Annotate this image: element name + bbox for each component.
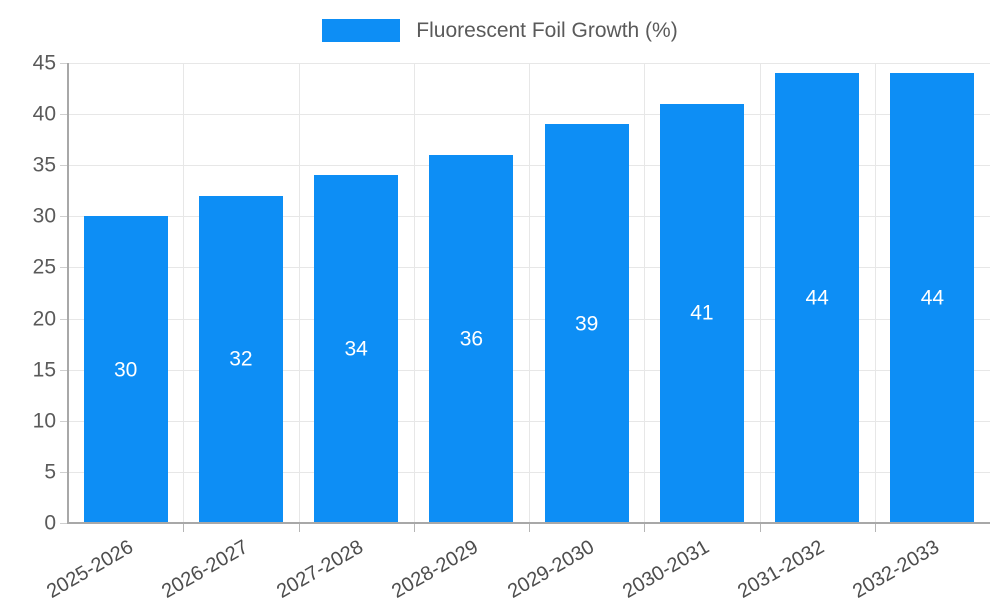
bar[interactable]: 44 xyxy=(890,73,975,523)
bar-slot: 34 xyxy=(299,63,414,523)
bar[interactable]: 44 xyxy=(775,73,860,523)
y-axis-tick-label: 20 xyxy=(32,307,56,331)
bar-slot: 44 xyxy=(760,63,875,523)
gridline-vertical xyxy=(529,63,530,523)
bar[interactable]: 34 xyxy=(314,175,399,523)
y-axis-tick-mark xyxy=(60,63,68,64)
bar[interactable]: 36 xyxy=(429,155,514,523)
legend-color-swatch xyxy=(322,18,401,42)
bar-slot: 44 xyxy=(875,63,990,523)
bar-slot: 32 xyxy=(183,63,298,523)
y-axis-tick-mark xyxy=(60,216,68,218)
y-axis-tick-label: 5 xyxy=(44,460,56,484)
x-axis-tick-mark xyxy=(529,524,530,532)
y-axis-tick-mark xyxy=(60,420,68,422)
y-axis-tick-label: 25 xyxy=(32,255,56,279)
y-axis-tick-label: 35 xyxy=(32,153,56,177)
bar-slot: 41 xyxy=(644,63,759,523)
y-axis-tick-mark xyxy=(60,165,68,167)
plot-area: 30 32 34 36 39 41 44 44 xyxy=(68,63,990,524)
gridline-vertical xyxy=(875,63,876,523)
bar-value-label: 44 xyxy=(805,286,829,310)
gridline-vertical xyxy=(183,63,184,523)
gridline-vertical xyxy=(760,63,761,523)
y-axis-tick-label: 15 xyxy=(32,358,56,382)
bar-value-label: 34 xyxy=(344,337,368,361)
bar-value-label: 41 xyxy=(690,301,714,325)
x-axis-tick-mark xyxy=(414,524,415,532)
legend-label: Fluorescent Foil Growth (%) xyxy=(416,18,678,42)
y-axis-tick-label: 40 xyxy=(32,102,56,126)
y-axis-tick-label: 45 xyxy=(32,51,56,75)
gridline-vertical xyxy=(299,63,300,523)
chart-legend: Fluorescent Foil Growth (%) xyxy=(0,12,1000,48)
bar[interactable]: 30 xyxy=(83,216,168,523)
y-axis-tick-mark xyxy=(60,369,68,371)
x-axis-tick-label: 2025-2026 xyxy=(42,536,137,600)
gridline-vertical xyxy=(414,63,415,523)
y-axis-tick-mark xyxy=(60,523,68,524)
x-axis-tick-mark xyxy=(644,524,645,532)
x-axis-tick-mark xyxy=(760,524,761,532)
x-axis-tick-mark xyxy=(299,524,300,532)
y-axis-tick-label: 10 xyxy=(32,409,56,433)
bar-value-label: 36 xyxy=(459,327,484,351)
bar-value-label: 32 xyxy=(229,347,253,371)
bar[interactable]: 39 xyxy=(544,124,629,523)
bar-slot: 39 xyxy=(529,63,644,523)
y-axis-tick-mark xyxy=(60,114,68,116)
x-axis-tick-mark xyxy=(183,524,184,532)
bar[interactable]: 41 xyxy=(659,103,744,523)
x-axis-tick-mark xyxy=(875,524,876,532)
y-axis-line xyxy=(67,63,69,524)
bar[interactable]: 32 xyxy=(198,195,283,523)
x-axis-line xyxy=(68,522,990,524)
y-axis-tick-mark xyxy=(60,318,68,320)
gridline-vertical xyxy=(644,63,645,523)
bar-value-label: 39 xyxy=(574,312,599,336)
bar-slot: 30 xyxy=(68,63,183,523)
y-axis-tick-label: 0 xyxy=(44,511,56,535)
bar-value-label: 30 xyxy=(113,358,138,382)
y-axis-tick-label: 30 xyxy=(32,204,56,228)
bar-slot: 36 xyxy=(414,63,529,523)
y-axis-tick-mark xyxy=(60,267,68,269)
bar-value-label: 44 xyxy=(920,286,945,310)
y-axis-tick-mark xyxy=(60,471,68,473)
